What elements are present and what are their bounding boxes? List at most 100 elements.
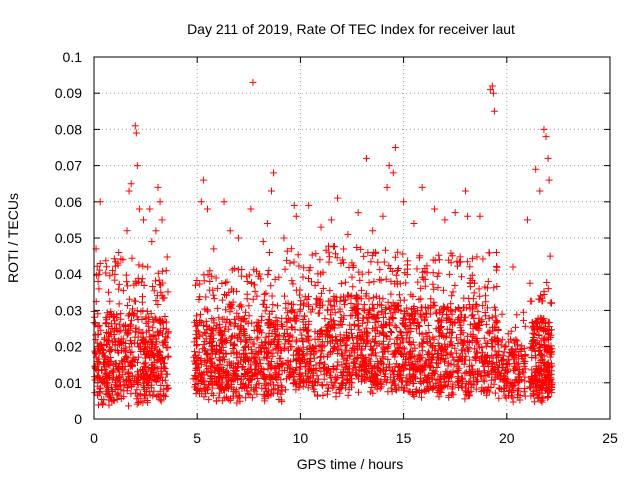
data-point-0-47 <box>354 209 362 217</box>
data-point-0-9 <box>123 227 131 235</box>
y-tick-label-2: 0.02 <box>55 339 82 355</box>
data-point-0-65 <box>488 82 496 90</box>
data-point-0-46 <box>344 230 352 238</box>
data-point-0-73 <box>540 125 548 133</box>
data-point-0-49 <box>369 227 377 235</box>
y-tick-label-10: 0.1 <box>63 49 83 65</box>
y-axis-label: ROTI / TECUs <box>5 193 21 283</box>
data-point-0-23 <box>158 216 166 224</box>
x-tick-label-0: 0 <box>90 430 98 446</box>
y-tick-label-8: 0.08 <box>55 121 82 137</box>
data-point-0-35 <box>263 220 271 228</box>
data-point-0-42 <box>305 201 313 209</box>
data-point-0-75 <box>544 154 552 162</box>
data-point-0-54 <box>391 144 399 151</box>
y-tick-label-6: 0.06 <box>55 194 82 210</box>
data-point-0-4 <box>104 288 112 296</box>
data-point-0-37 <box>268 187 276 195</box>
data-point-0-3 <box>100 335 108 343</box>
data-point-0-14 <box>133 162 141 170</box>
data-point-0-26 <box>199 176 207 184</box>
data-point-0-27 <box>204 205 212 213</box>
data-point-0-44 <box>327 216 335 224</box>
plot-frame <box>93 56 611 420</box>
x-tick-label-4: 20 <box>499 430 515 446</box>
data-point-0-60 <box>451 209 459 217</box>
roti-point-cloud <box>90 242 556 410</box>
y-tick-label-4: 0.04 <box>55 266 82 282</box>
data-point-0-32 <box>247 205 255 213</box>
data-point-0-24 <box>162 267 170 275</box>
y-tick-label-0: 0 <box>74 411 82 427</box>
data-point-0-18 <box>146 205 154 213</box>
data-point-0-11 <box>127 180 135 188</box>
data-point-0-15 <box>135 205 143 213</box>
data-point-0-17 <box>144 263 152 271</box>
data-point-0-53 <box>389 169 397 177</box>
data-point-0-66 <box>489 89 497 97</box>
y-tick-label-5: 0.05 <box>55 230 82 246</box>
data-point-0-6 <box>113 314 121 322</box>
data-point-0-25 <box>197 198 205 206</box>
data-point-0-8 <box>119 256 127 264</box>
data-point-0-5 <box>109 267 117 275</box>
data-point-0-16 <box>140 216 148 224</box>
x-tick-label-2: 10 <box>293 430 309 446</box>
data-point-0-7 <box>115 248 123 256</box>
data-points <box>90 78 556 410</box>
data-point-0-48 <box>362 154 370 162</box>
data-point-0-22 <box>156 198 164 206</box>
grid-lines <box>94 57 610 419</box>
data-point-0-67 <box>490 107 498 115</box>
data-point-0-43 <box>317 223 325 231</box>
data-point-0-51 <box>383 183 391 191</box>
data-point-0-39 <box>280 234 288 242</box>
data-point-0-10 <box>125 187 133 195</box>
data-point-0-1 <box>94 277 102 285</box>
data-point-0-31 <box>234 234 242 242</box>
data-point-0-38 <box>270 169 278 177</box>
y-tick-label-1: 0.01 <box>55 375 82 391</box>
data-point-0-40 <box>290 201 298 209</box>
data-point-0-61 <box>462 187 470 195</box>
data-point-0-70 <box>523 216 531 224</box>
data-point-0-19 <box>148 238 156 246</box>
y-tick-label-9: 0.09 <box>55 85 82 101</box>
data-point-0-30 <box>226 227 234 235</box>
x-axis-label: GPS time / hours <box>297 456 404 472</box>
data-point-0-58 <box>431 205 439 213</box>
data-point-0-59 <box>441 216 449 224</box>
chart-title: Day 211 of 2019, Rate Of TEC Index for r… <box>187 21 515 37</box>
data-point-0-20 <box>152 227 160 235</box>
data-point-0-50 <box>379 212 387 220</box>
axis-ticks: 0 0.01 0.02 0.03 0.04 0.05 0.06 0.07 0.08 0.09 0.1… <box>55 49 618 446</box>
x-tick-label-5: 25 <box>602 430 618 446</box>
data-point-0-33 <box>249 78 257 86</box>
y-tick-label-3: 0.03 <box>55 302 82 318</box>
data-point-0-28 <box>210 245 218 253</box>
data-point-0-69 <box>509 263 517 271</box>
data-point-0-68 <box>492 248 500 256</box>
data-point-0-62 <box>464 212 472 220</box>
data-point-0-29 <box>220 198 228 206</box>
data-point-0-77 <box>546 252 554 260</box>
data-point-0-45 <box>334 194 342 202</box>
y-tick-label-7: 0.07 <box>55 158 82 174</box>
x-tick-label-1: 5 <box>193 430 201 446</box>
data-point-0-74 <box>542 133 550 141</box>
data-point-0-36 <box>265 248 273 256</box>
data-point-0-71 <box>532 165 540 173</box>
data-point-0-64 <box>486 86 494 94</box>
x-tick-label-3: 15 <box>396 430 412 446</box>
data-point-0-56 <box>410 220 418 228</box>
data-point-0-63 <box>476 212 484 220</box>
data-point-0-41 <box>292 212 300 220</box>
data-point-0-57 <box>418 183 426 191</box>
data-point-0-2 <box>96 198 104 206</box>
data-point-0-55 <box>400 198 408 206</box>
data-point-0-13 <box>132 129 140 137</box>
data-point-0-12 <box>131 122 139 130</box>
data-point-0-34 <box>259 238 267 246</box>
data-point-0-21 <box>154 183 162 191</box>
